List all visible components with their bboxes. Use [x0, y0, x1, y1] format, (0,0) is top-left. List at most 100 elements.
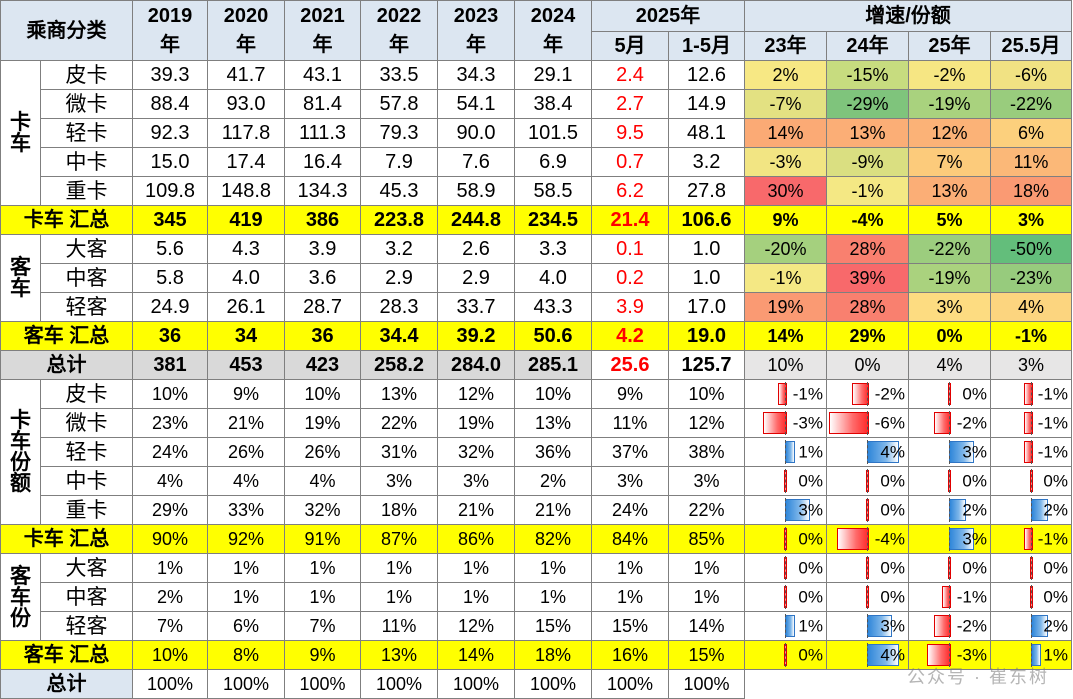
value-cell: 7.6 — [437, 147, 515, 177]
month-header: 1-5月 — [668, 31, 745, 61]
ytd-2025-cell: 10% — [668, 379, 745, 409]
share-change-value: -2% — [874, 384, 905, 404]
share-change-bar-cell: 0% — [744, 524, 827, 554]
value-cell: 6.9 — [514, 147, 592, 177]
share-change-bar — [1023, 412, 1033, 434]
share-change-bar-cell: 0% — [826, 582, 909, 612]
value-cell: 5.6 — [132, 234, 208, 264]
value-cell: 8% — [207, 640, 285, 670]
share-change-value: 0% — [962, 384, 987, 404]
growth-cell: 2% — [744, 60, 827, 90]
share-change-bar-cell: 4% — [826, 640, 909, 670]
value-cell: 26% — [207, 437, 285, 467]
table-row: 微卡 88.4 93.0 81.4 57.8 54.1 38.4 2.7 14.9 -7% -29%… — [1, 89, 1072, 119]
value-cell: 12% — [437, 379, 515, 409]
value-cell: 3% — [437, 466, 515, 496]
value-cell: 38.4 — [514, 89, 592, 119]
share-change-value: 0% — [1043, 558, 1068, 578]
row-label: 重卡 — [40, 176, 133, 206]
value-cell: 4% — [284, 466, 361, 496]
share-change-value: 3% — [880, 616, 905, 636]
zero-axis — [867, 411, 868, 435]
may-2025-cell: 2.7 — [591, 89, 669, 119]
share-change-bar-cell: 1% — [744, 437, 827, 467]
growth-cell: 10% — [744, 350, 827, 380]
bus-share-sum-row: 客车 汇总 10% 8% 9% 13% 14% 18% 16% 15% 0% 4% -3% 1% — [0, 640, 1072, 670]
value-cell: 31% — [360, 437, 438, 467]
share-change-value: -1% — [792, 384, 823, 404]
growth-cell: 0% — [908, 321, 991, 351]
growth-cell: 9% — [744, 205, 827, 235]
share-change-bar-cell: 0% — [744, 640, 827, 670]
value-cell: 43.1 — [284, 60, 361, 90]
row-label: 中卡 — [40, 147, 133, 177]
value-cell: 12% — [437, 611, 515, 641]
value-cell: 24.9 — [132, 292, 208, 322]
value-cell: 16.4 — [284, 147, 361, 177]
share-change-value: -2% — [956, 413, 987, 433]
share-change-bar-cell: 2% — [990, 495, 1072, 525]
group-label-bus: 客车 — [0, 234, 41, 322]
share-change-bar-cell: -1% — [990, 524, 1072, 554]
value-cell: 81.4 — [284, 89, 361, 119]
value-cell: 148.8 — [207, 176, 285, 206]
value-cell: 101.5 — [514, 118, 592, 148]
value-cell: 1% — [132, 553, 208, 583]
zero-axis — [1031, 585, 1032, 609]
zero-axis — [867, 382, 868, 406]
value-cell: 41.7 — [207, 60, 285, 90]
ytd-2025-cell: 15% — [668, 640, 745, 670]
value-cell: 3% — [360, 466, 438, 496]
table-row: 客车 大客 5.6 4.3 3.9 3.2 2.6 3.3 0.1 1.0 -20% 28% -22% -… — [0, 234, 1072, 322]
value-cell: 1% — [284, 553, 361, 583]
value-cell: 21% — [514, 495, 592, 525]
table-row: 中卡 4% 4% 4% 3% 3% 2% 3% 3% 0% 0% 0% 0% — [1, 466, 1072, 496]
value-cell: 23% — [132, 408, 208, 438]
value-cell: 92.3 — [132, 118, 208, 148]
zero-axis — [949, 411, 950, 435]
share-change-value: -3% — [956, 645, 987, 665]
year-2025-header: 2025年 — [591, 0, 745, 32]
share-change-bar-cell: -1% — [990, 437, 1072, 467]
value-cell: 419 — [207, 205, 285, 235]
value-cell: 2.9 — [360, 263, 438, 293]
value-cell: 21% — [437, 495, 515, 525]
zero-axis — [949, 614, 950, 638]
share-change-value: 0% — [1043, 471, 1068, 491]
growth-cell: 28% — [826, 234, 909, 264]
value-cell: 2% — [514, 466, 592, 496]
row-label: 轻卡 — [40, 437, 133, 467]
growth-cell: 12% — [908, 118, 991, 148]
truck-share-sum-row: 卡车 汇总 90% 92% 91% 87% 86% 82% 84% 85% 0% -4% 3% -1% — [0, 524, 1072, 554]
may-2025-cell: 0.2 — [591, 263, 669, 293]
zero-axis — [785, 440, 786, 464]
value-cell: 7.9 — [360, 147, 438, 177]
value-cell: 36 — [132, 321, 208, 351]
share-change-bar — [934, 615, 951, 637]
growth-cell: 13% — [908, 176, 991, 206]
zero-axis — [1031, 614, 1032, 638]
value-cell: 4% — [207, 466, 285, 496]
zero-axis — [785, 614, 786, 638]
zero-axis — [949, 469, 950, 493]
value-cell: 28.3 — [360, 292, 438, 322]
zero-axis — [867, 585, 868, 609]
share-change-bar — [837, 528, 869, 550]
may-2025-cell: 15% — [591, 611, 669, 641]
value-cell: 87% — [360, 524, 438, 554]
ytd-2025-cell: 14.9 — [668, 89, 745, 119]
value-cell: 2.9 — [437, 263, 515, 293]
share-change-value: 0% — [962, 471, 987, 491]
share-change-value: -1% — [1037, 384, 1068, 404]
value-cell: 54.1 — [437, 89, 515, 119]
share-change-bar-cell: 2% — [908, 495, 991, 525]
value-cell: 100% — [132, 669, 208, 699]
share-change-value: -4% — [874, 529, 905, 549]
table-row: 中卡 15.0 17.4 16.4 7.9 7.6 6.9 0.7 3.2 -3% -9% 7% 11% — [1, 147, 1072, 177]
value-cell: 34.3 — [437, 60, 515, 90]
value-cell: 234.5 — [514, 205, 592, 235]
share-change-bar-cell: 0% — [826, 553, 909, 583]
value-cell: 13% — [514, 408, 592, 438]
value-cell: 39.3 — [132, 60, 208, 90]
value-cell: 57.8 — [360, 89, 438, 119]
